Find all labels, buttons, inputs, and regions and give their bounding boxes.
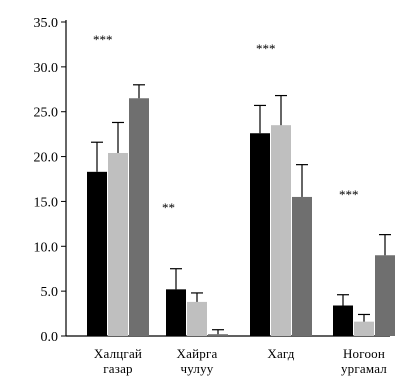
x-tick-label: ургамал <box>341 361 387 376</box>
x-tick-label: Халцгай <box>94 346 142 361</box>
bar <box>375 255 395 336</box>
y-tick-label: 15.0 <box>34 195 59 210</box>
y-tick-label: 25.0 <box>34 106 59 121</box>
bar <box>129 98 149 336</box>
bar <box>292 196 312 336</box>
significance-label: *** <box>256 41 276 56</box>
x-tick-label: Хайрга <box>177 346 218 361</box>
x-tick-label: Ногоон <box>343 346 385 361</box>
bar <box>271 125 291 337</box>
bar <box>250 133 270 336</box>
bar <box>108 152 128 336</box>
y-tick-label: 5.0 <box>41 285 59 300</box>
y-tick-label: 20.0 <box>34 151 59 166</box>
x-tick-label: чулуу <box>181 361 214 376</box>
bar <box>87 171 107 336</box>
x-tick-label: газар <box>103 361 133 376</box>
bar <box>208 334 228 336</box>
y-tick-label: 35.0 <box>34 16 59 31</box>
bar <box>354 321 374 336</box>
significance-label: *** <box>339 187 359 202</box>
bar <box>333 305 353 336</box>
y-tick-label: 0.0 <box>41 330 59 345</box>
y-tick-label: 30.0 <box>34 61 59 76</box>
bar <box>187 301 207 336</box>
significance-label: ** <box>162 200 175 215</box>
significance-label: *** <box>93 32 113 47</box>
y-tick-label: 10.0 <box>34 240 59 255</box>
bar <box>166 289 186 336</box>
x-tick-label: Хагд <box>267 346 294 361</box>
